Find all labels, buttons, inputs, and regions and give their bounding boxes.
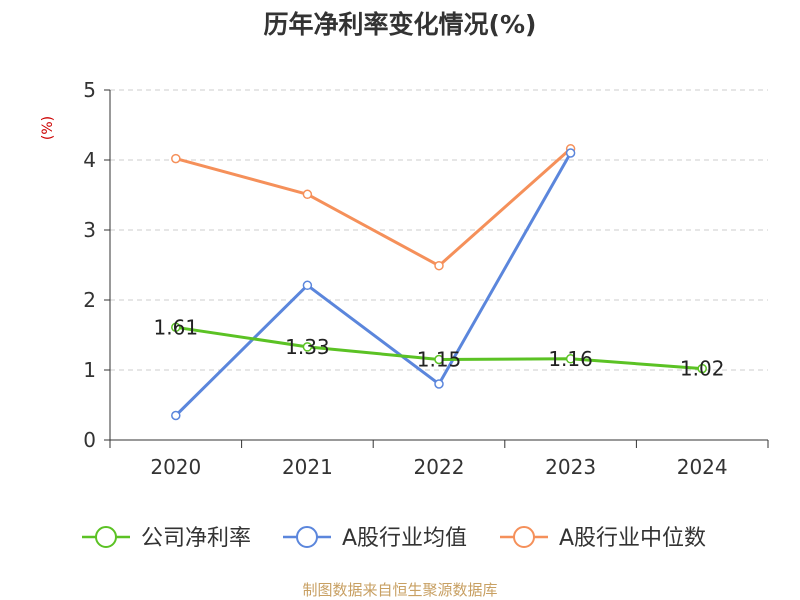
data-point — [302, 342, 313, 352]
y-tick-label: 0 — [83, 428, 96, 452]
data-point — [171, 153, 181, 164]
data-point — [171, 410, 181, 421]
y-axis-label: (%) — [40, 116, 56, 140]
data-label: 1.16 — [548, 347, 593, 371]
y-tick-label: 1 — [83, 358, 96, 382]
data-point — [434, 354, 444, 365]
axes: 0 1 2 3 4 5 2020 2021 2022 2023 2024 — [83, 78, 769, 479]
series-0 — [171, 322, 707, 374]
data-point — [434, 379, 444, 389]
legend-marker-icon — [513, 526, 535, 548]
data-label: 1.61 — [154, 315, 199, 339]
y-tick-label: 2 — [83, 288, 96, 312]
series-line — [175, 147, 572, 268]
legend-marker-icon — [95, 526, 117, 548]
x-tick-label: 2022 — [414, 455, 465, 479]
data-label: 1.02 — [680, 357, 725, 381]
legend-label: A股行业均值 — [342, 526, 467, 551]
data-point — [565, 148, 576, 158]
gridlines — [110, 89, 768, 371]
data-point — [434, 260, 444, 271]
y-tick-label: 4 — [83, 148, 96, 172]
series-1 — [171, 148, 576, 421]
series-lines — [171, 144, 707, 421]
data-labels: 1.61 1.33 1.15 1.16 1.02 — [154, 315, 725, 380]
data-point — [697, 363, 707, 374]
x-tick-label: 2023 — [545, 455, 596, 479]
x-tick-label: 2021 — [282, 455, 333, 479]
legend-label: 公司净利率 — [141, 526, 251, 551]
legend-item[interactable]: A股行业均值 — [283, 526, 467, 551]
data-point — [171, 322, 181, 333]
data-point — [565, 354, 576, 364]
legend-label: A股行业中位数 — [559, 526, 706, 551]
x-tick-label: 2024 — [677, 455, 728, 479]
y-tick-label: 5 — [83, 78, 96, 102]
data-point — [302, 280, 313, 291]
source-footer: 制图数据来自恒生聚源数据库 — [302, 581, 497, 599]
series-line — [174, 152, 572, 417]
legend-marker-icon — [296, 526, 318, 548]
legend-item[interactable]: A股行业中位数 — [500, 526, 706, 551]
legend[interactable]: 公司净利率 A股行业均值 A股行业中位数 — [82, 526, 706, 551]
data-label: 1.33 — [285, 335, 330, 359]
y-tick-label: 3 — [83, 218, 96, 242]
legend-item[interactable]: 公司净利率 — [82, 526, 251, 551]
chart-title: 历年净利率变化情况(%) — [264, 10, 537, 39]
data-point — [302, 189, 313, 200]
data-label: 1.15 — [417, 348, 462, 372]
x-tick-label: 2020 — [150, 455, 201, 479]
